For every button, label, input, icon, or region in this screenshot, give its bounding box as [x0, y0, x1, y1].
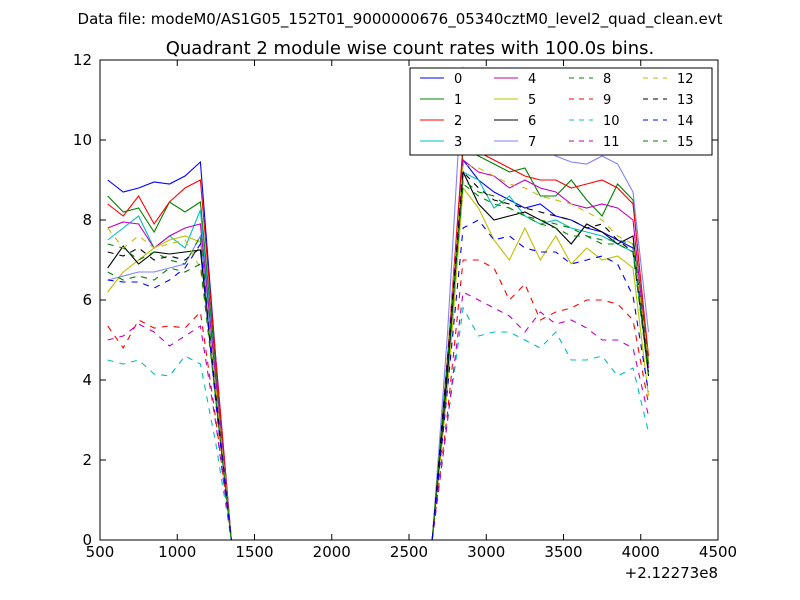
y-tick-label-6: 6	[82, 291, 92, 309]
series-line-15	[107, 178, 650, 541]
legend-label-13: 13	[677, 93, 694, 108]
chart-title: Quadrant 2 module wise count rates with …	[166, 38, 655, 59]
x-tick-label-4000: 4000	[622, 543, 660, 561]
legend-label-14: 14	[677, 114, 694, 129]
legend-label-1: 1	[454, 93, 462, 108]
series-line-9	[107, 259, 650, 541]
series-line-11	[107, 291, 650, 541]
legend-label-11: 11	[603, 135, 620, 150]
x-offset-label: +2.12273e8	[625, 564, 718, 582]
legend-label-15: 15	[677, 135, 694, 150]
legend-label-6: 6	[528, 114, 536, 129]
series-line-8	[107, 182, 650, 541]
x-tick-label-3000: 3000	[467, 543, 505, 561]
series-line-1	[107, 147, 650, 541]
data-file-label: Data file: modeM0/AS1G05_152T01_90000006…	[78, 10, 723, 29]
legend-label-2: 2	[454, 114, 462, 129]
legend-label-3: 3	[454, 135, 462, 150]
x-tick-label-3500: 3500	[544, 543, 582, 561]
y-tick-label-4: 4	[82, 371, 92, 389]
x-tick-label-2000: 2000	[313, 543, 351, 561]
legend-label-0: 0	[454, 72, 462, 87]
legend-label-8: 8	[603, 72, 611, 87]
legend-label-4: 4	[528, 72, 536, 87]
series-line-10	[107, 306, 650, 541]
x-tick-label-1500: 1500	[235, 543, 273, 561]
y-tick-label-8: 8	[82, 211, 92, 229]
x-tick-label-500: 500	[86, 543, 115, 561]
y-tick-label-2: 2	[82, 451, 92, 469]
x-tick-label-1000: 1000	[158, 543, 196, 561]
legend-box	[409, 67, 713, 156]
y-tick-label-12: 12	[73, 51, 92, 69]
y-tick-label-10: 10	[73, 131, 92, 149]
legend-label-10: 10	[603, 114, 620, 129]
ticks-layer: 500 1000 1500 2000 2500 3000 3500 4000 4500 0 2 4 6 8…	[73, 51, 737, 561]
series-line-14	[107, 219, 650, 541]
series-line-12	[107, 163, 650, 541]
legend-label-5: 5	[528, 93, 536, 108]
x-tick-label-2500: 2500	[390, 543, 428, 561]
legend-label-7: 7	[528, 135, 536, 150]
legend-label-12: 12	[677, 72, 694, 87]
x-tick-label-4500: 4500	[699, 543, 737, 561]
y-tick-label-0: 0	[82, 531, 92, 549]
series-line-4	[107, 158, 650, 541]
series-line-0	[107, 158, 650, 541]
legend-label-9: 9	[603, 93, 611, 108]
